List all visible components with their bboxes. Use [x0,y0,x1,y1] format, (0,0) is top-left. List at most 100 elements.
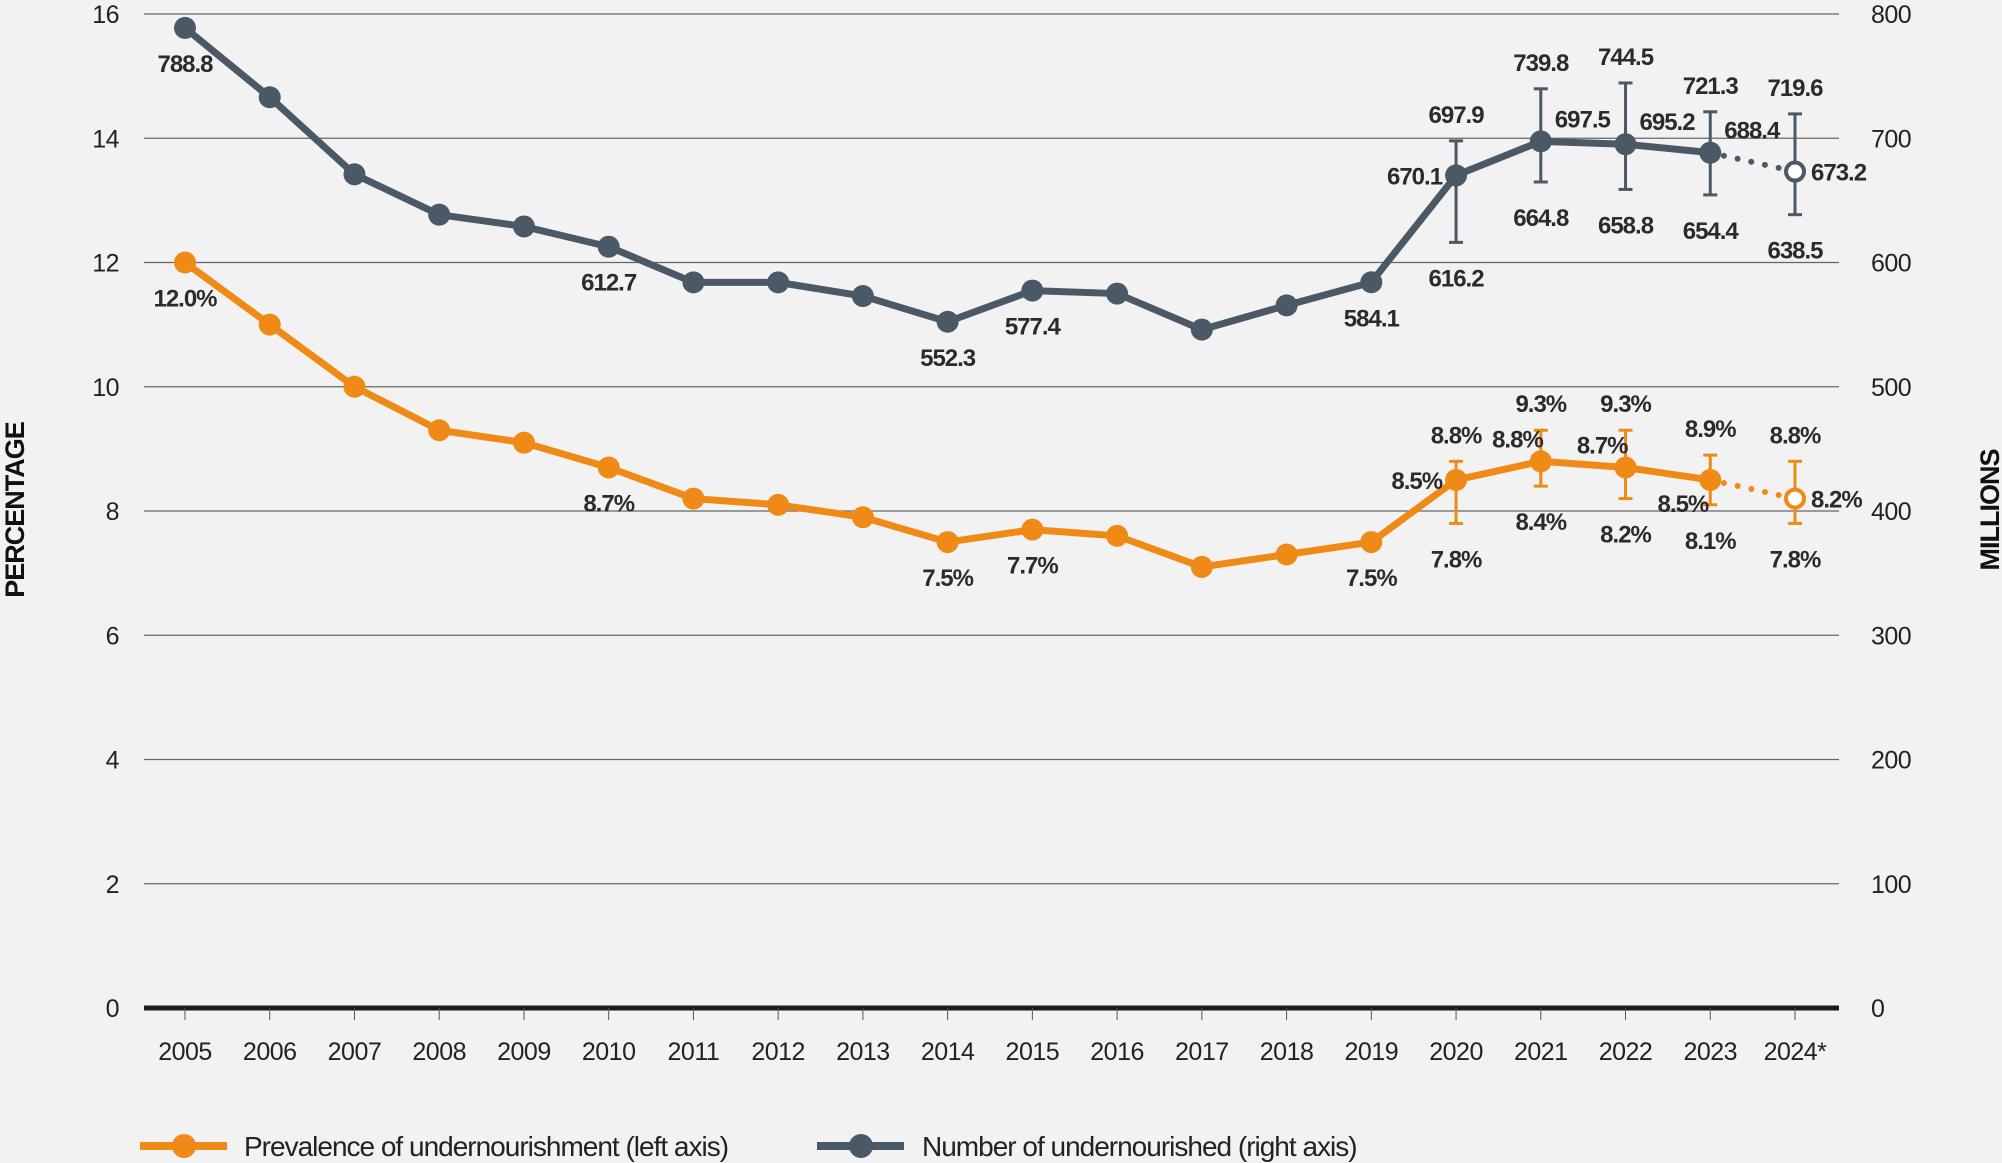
data-label: 577.4 [1005,314,1062,341]
gridlines [144,13,1839,885]
data-label: 719.6 [1767,75,1823,102]
data-label: 584.1 [1344,305,1400,332]
data-point [1360,531,1383,554]
data-label: 8.7% [1577,433,1628,460]
x-tick-label: 2024* [1764,1038,1828,1066]
left-tick-label: 8 [106,498,119,526]
x-tick-label: 2009 [497,1038,551,1066]
data-label: 654.4 [1683,218,1740,245]
data-label: 552.3 [920,345,976,372]
data-label: 8.2% [1600,522,1651,549]
data-label: 7.5% [922,565,973,592]
data-label: 638.5 [1767,238,1823,265]
data-label: 8.4% [1515,509,1566,536]
data-point [258,313,281,336]
data-point [1190,555,1213,578]
projection-line [1707,149,1798,175]
left-tick-label: 6 [106,622,119,650]
data-label: 616.2 [1429,265,1485,292]
data-point [851,285,874,308]
left-axis-ticks: 0 2 4 6 8 10 12 14 16 [92,1,120,1023]
x-tick-label: 2020 [1429,1038,1483,1066]
data-point [1529,450,1552,473]
x-tick-label: 2007 [328,1038,382,1066]
x-tick-label: 2016 [1090,1038,1144,1066]
data-point [258,86,281,109]
data-label: 670.1 [1387,163,1443,190]
x-tick-label: 2008 [412,1038,466,1066]
data-point [512,431,535,454]
left-tick-label: 0 [106,995,119,1023]
data-point [428,419,451,442]
data-label: 739.8 [1513,50,1569,77]
right-tick-label: 500 [1871,374,1911,402]
x-tick-label: 2019 [1345,1038,1399,1066]
data-point [851,506,874,529]
left-tick-label: 16 [92,1,119,29]
x-tick-label: 2015 [1006,1038,1060,1066]
legend-swatch-dot [172,1134,196,1158]
data-point [343,163,366,186]
data-label: 12.0% [153,286,217,313]
projection-line [1707,476,1798,502]
data-label: 8.1% [1685,528,1736,555]
data-point [936,531,959,554]
data-label: 788.8 [157,51,213,78]
data-point [1190,318,1213,341]
series-prevalence [174,251,1806,578]
right-tick-label: 300 [1871,622,1911,650]
legend: Prevalence of undernourishment (left axi… [140,1131,1358,1162]
data-label: 697.9 [1429,102,1485,129]
x-tick-label: 2021 [1514,1038,1568,1066]
x-tick-label: 2010 [582,1038,636,1066]
data-label: 8.2% [1811,487,1862,514]
data-point [1699,141,1722,164]
data-point [512,215,535,238]
left-tick-label: 14 [92,125,119,153]
x-axis: 2005 2006 2007 2008 2009 2010 2011 2012 2013 2014… [144,1005,1839,1066]
data-point [936,310,959,333]
data-label: 8.8% [1431,422,1482,449]
right-tick-label: 800 [1871,1,1911,29]
data-point [767,493,790,516]
data-point [1021,518,1044,541]
data-label: 7.5% [1346,565,1397,592]
x-tick-label: 2017 [1175,1038,1229,1066]
x-tick-label: 2005 [158,1038,212,1066]
right-axis-title: MILLIONS [1975,450,2002,571]
data-label: 8.5% [1658,491,1709,518]
legend-item-prevalence: Prevalence of undernourishment (left axi… [140,1131,729,1162]
data-point [1360,271,1383,294]
projected-point [1784,487,1806,510]
right-tick-label: 200 [1871,747,1911,775]
data-point [1106,282,1129,305]
x-tick-label: 2006 [243,1038,297,1066]
right-tick-label: 400 [1871,498,1911,526]
data-point [343,375,366,398]
x-tick-label: 2011 [668,1038,720,1066]
data-label: 8.8% [1770,422,1821,449]
legend-label: Prevalence of undernourishment (left axi… [244,1131,728,1162]
data-point [1021,279,1044,302]
right-tick-label: 600 [1871,250,1911,278]
right-axis-ticks: 0 100 200 300 400 500 600 700 800 [1871,1,1912,1023]
data-point [682,487,705,510]
data-label: 697.5 [1555,106,1611,133]
data-label: 8.7% [583,491,634,518]
data-label: 695.2 [1640,109,1696,136]
data-label: 721.3 [1683,73,1739,100]
left-tick-label: 2 [106,871,119,899]
data-point [1445,468,1468,491]
data-label: 658.8 [1598,212,1654,239]
legend-item-number: Number of undernourished (right axis) [817,1131,1358,1162]
left-tick-label: 4 [106,747,120,775]
data-label: 664.8 [1513,205,1569,232]
data-labels: 12.0% 8.7% 7.5% 7.7% 7.5% 8.5% 8.8% 7.8% 8.8% 9.3… [153,44,1867,592]
data-point [1275,294,1298,317]
data-point [767,271,790,294]
x-tick-label: 2018 [1260,1038,1314,1066]
data-point [428,203,451,226]
data-point [1106,524,1129,547]
data-point [597,235,620,258]
